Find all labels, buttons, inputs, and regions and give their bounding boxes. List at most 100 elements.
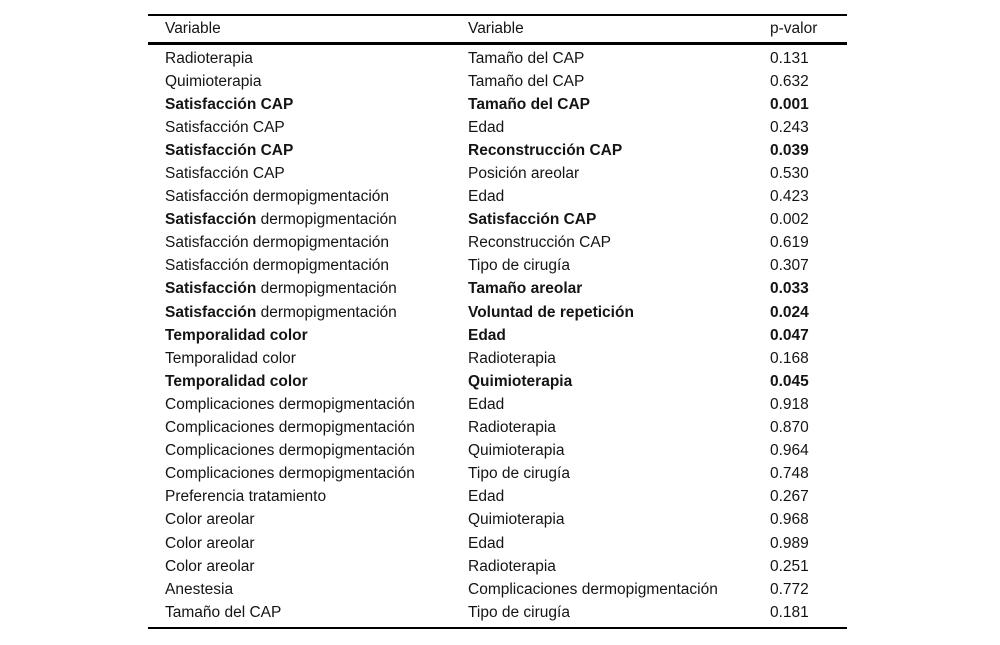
variable-1-cell: Satisfacción CAP xyxy=(148,142,468,160)
variable-1-cell: Satisfacción dermopigmentación xyxy=(148,188,468,206)
variable-2-cell: Radioterapia xyxy=(468,350,770,368)
text: Edad xyxy=(468,395,505,413)
table-row: Complicaciones dermopigmentación Quimiote… xyxy=(148,440,847,463)
text: 0.968 xyxy=(770,511,809,529)
text: Satisfacción CAP xyxy=(165,165,285,183)
table-row: Color areolar Quimioterapia 0.968 xyxy=(148,509,847,532)
variable-1-cell: Color areolar xyxy=(148,511,468,529)
variable-1-cell: Satisfacción CAP xyxy=(148,96,468,114)
bold-text: Edad xyxy=(468,326,506,344)
text: Radioterapia xyxy=(468,557,556,575)
text: Temporalidad color xyxy=(165,349,296,367)
text: Tipo de cirugía xyxy=(468,465,570,483)
header-p-valor: p-valor xyxy=(770,20,818,37)
variable-1-cell: Complicaciones dermopigmentación xyxy=(148,396,468,414)
text: Edad xyxy=(468,188,505,206)
table-row: Satisfacción dermopigmentación Tipo de ci… xyxy=(148,255,847,278)
variable-2-cell: Reconstrucción CAP xyxy=(468,234,770,252)
text: Reconstrucción CAP xyxy=(468,234,612,252)
table-row: Preferencia tratamiento Edad 0.267 xyxy=(148,486,847,509)
variable-1-cell: Temporalidad color xyxy=(148,327,468,345)
variable-2-cell: Posición areolar xyxy=(468,165,770,183)
variable-1-cell: Complicaciones dermopigmentación xyxy=(148,419,468,437)
variable-2-cell: Tipo de cirugía xyxy=(468,465,770,483)
table-row: Satisfacción CAP Posición areolar 0.530 xyxy=(148,162,847,185)
variable-2-cell: Radioterapia xyxy=(468,419,770,437)
bold-text: Temporalidad color xyxy=(165,326,308,344)
text: 0.267 xyxy=(770,488,809,506)
bold-text: Voluntad de repetición xyxy=(468,303,634,321)
table-row: Complicaciones dermopigmentación Edad 0.91… xyxy=(148,393,847,416)
p-value-cell: 0.131 xyxy=(770,50,847,68)
p-value-cell: 0.024 xyxy=(770,304,847,322)
p-value-cell: 0.423 xyxy=(770,188,847,206)
text: Edad xyxy=(468,488,505,506)
table-row: Satisfacción dermopigmentación Reconstruc… xyxy=(148,232,847,255)
text: Color areolar xyxy=(165,534,255,552)
variable-2-cell: Tamaño del CAP xyxy=(468,73,770,91)
bold-text: 0.024 xyxy=(770,303,809,321)
text: 0.772 xyxy=(770,580,809,598)
bold-text: Satisfacción xyxy=(165,280,257,298)
text: Anestesia xyxy=(165,580,234,598)
text: 0.131 xyxy=(770,49,809,67)
variable-2-cell: Edad xyxy=(468,188,770,206)
text: 0.530 xyxy=(770,165,809,183)
table-row: Complicaciones dermopigmentación Tipo de … xyxy=(148,463,847,486)
table-row: Satisfacción dermopigmentación Tamaño are… xyxy=(148,278,847,301)
text: Tamaño del CAP xyxy=(165,603,282,621)
variable-2-cell: Tipo de cirugía xyxy=(468,257,770,275)
text: Radioterapia xyxy=(468,349,556,367)
text: dermopigmentación xyxy=(256,211,397,229)
text: Preferencia tratamiento xyxy=(165,488,327,506)
text: Satisfacción dermopigmentación xyxy=(165,234,390,252)
text: 0.002 xyxy=(770,211,809,229)
p-value-cell: 0.267 xyxy=(770,488,847,506)
variable-2-cell: Quimioterapia xyxy=(468,511,770,529)
p-value-cell: 0.001 xyxy=(770,96,847,114)
table-row: Satisfacción CAP Edad 0.243 xyxy=(148,116,847,139)
text: 0.423 xyxy=(770,188,809,206)
bold-text: Satisfacción CAP xyxy=(468,211,597,229)
text: Tamaño del CAP xyxy=(468,49,585,67)
p-value-cell: 0.619 xyxy=(770,234,847,252)
text: Radioterapia xyxy=(468,419,556,437)
variable-2-cell: Edad xyxy=(468,488,770,506)
text: Complicaciones dermopigmentación xyxy=(165,442,415,460)
table-row: Color areolar Edad 0.989 xyxy=(148,532,847,555)
variable-2-cell: Edad xyxy=(468,327,770,345)
text: Quimioterapia xyxy=(468,442,565,460)
text: Tipo de cirugía xyxy=(468,257,570,275)
text: 0.870 xyxy=(770,419,809,437)
p-value-cell: 0.748 xyxy=(770,465,847,483)
p-value-cell: 0.964 xyxy=(770,442,847,460)
text: Complicaciones dermopigmentación xyxy=(165,395,415,413)
variable-1-cell: Complicaciones dermopigmentación xyxy=(148,465,468,483)
variable-1-cell: Color areolar xyxy=(148,558,468,576)
text: Quimioterapia xyxy=(165,72,262,90)
bold-text: 0.033 xyxy=(770,280,809,298)
p-value-cell: 0.632 xyxy=(770,73,847,91)
text: Edad xyxy=(468,118,505,136)
text: 0.619 xyxy=(770,234,809,252)
variable-2-cell: Complicaciones dermopigmentación xyxy=(468,581,770,599)
table-row: Color areolar Radioterapia 0.251 xyxy=(148,555,847,578)
variable-2-cell: Radioterapia xyxy=(468,558,770,576)
bold-text: 0.047 xyxy=(770,326,809,344)
text: Color areolar xyxy=(165,511,255,529)
variable-1-cell: Anestesia xyxy=(148,581,468,599)
variable-1-cell: Satisfacción dermopigmentación xyxy=(148,257,468,275)
p-value-cell: 0.251 xyxy=(770,558,847,576)
table-row: Temporalidad color Edad 0.047 xyxy=(148,324,847,347)
text: Tamaño del CAP xyxy=(468,72,585,90)
header-variable-1: Variable xyxy=(165,20,221,37)
variable-2-cell: Reconstrucción CAP xyxy=(468,142,770,160)
bold-text: Satisfacción CAP xyxy=(165,95,294,113)
text: 0.243 xyxy=(770,118,809,136)
variable-1-cell: Temporalidad color xyxy=(148,373,468,391)
p-value-cell: 0.039 xyxy=(770,142,847,160)
p-value-cell: 0.307 xyxy=(770,257,847,275)
p-value-cell: 0.002 xyxy=(770,211,847,229)
bold-text: Satisfacción xyxy=(165,211,257,229)
text: 0.251 xyxy=(770,557,809,575)
